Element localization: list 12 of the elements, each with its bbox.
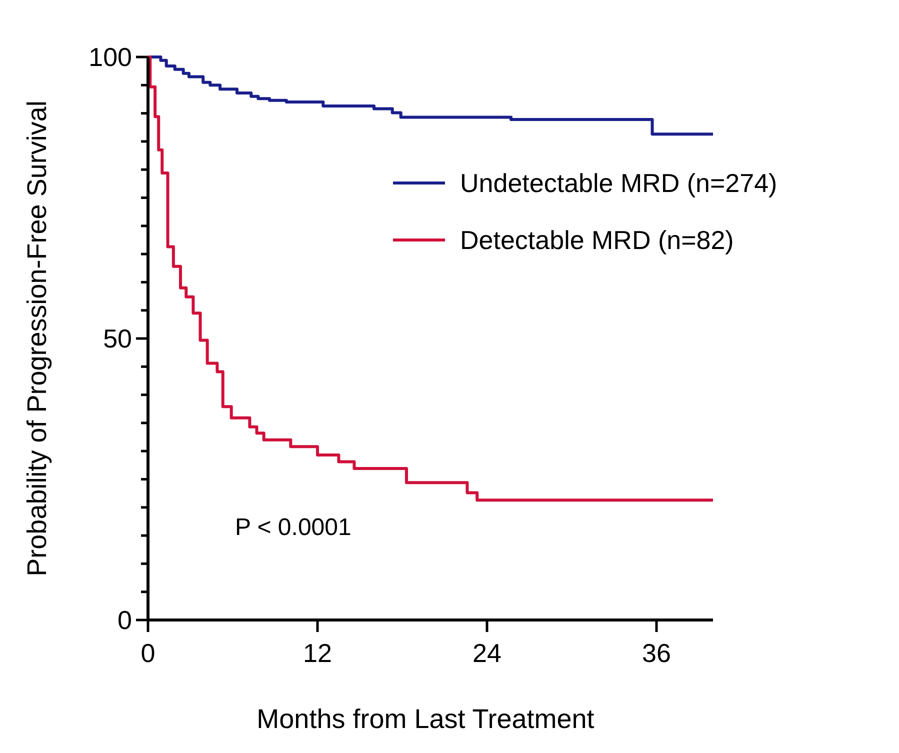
annotation: P < 0.0001: [235, 514, 352, 541]
y-tick-label: 100: [88, 42, 132, 72]
x-tick-label: 24: [472, 638, 502, 668]
x-tick-label: 0: [140, 638, 156, 668]
x-tick-label: 36: [642, 638, 671, 668]
y-tick-label: 50: [103, 324, 132, 354]
x-axis-title: Months from Last Treatment: [256, 704, 595, 734]
y-axis-title: Probability of Progression-Free Survival: [22, 100, 52, 576]
y-tick-label: 0: [118, 605, 132, 636]
x-tick-label: 12: [303, 638, 332, 668]
legend-label: Detectable MRD (n=82): [460, 225, 734, 256]
legend-label: Undetectable MRD (n=274): [460, 168, 778, 198]
